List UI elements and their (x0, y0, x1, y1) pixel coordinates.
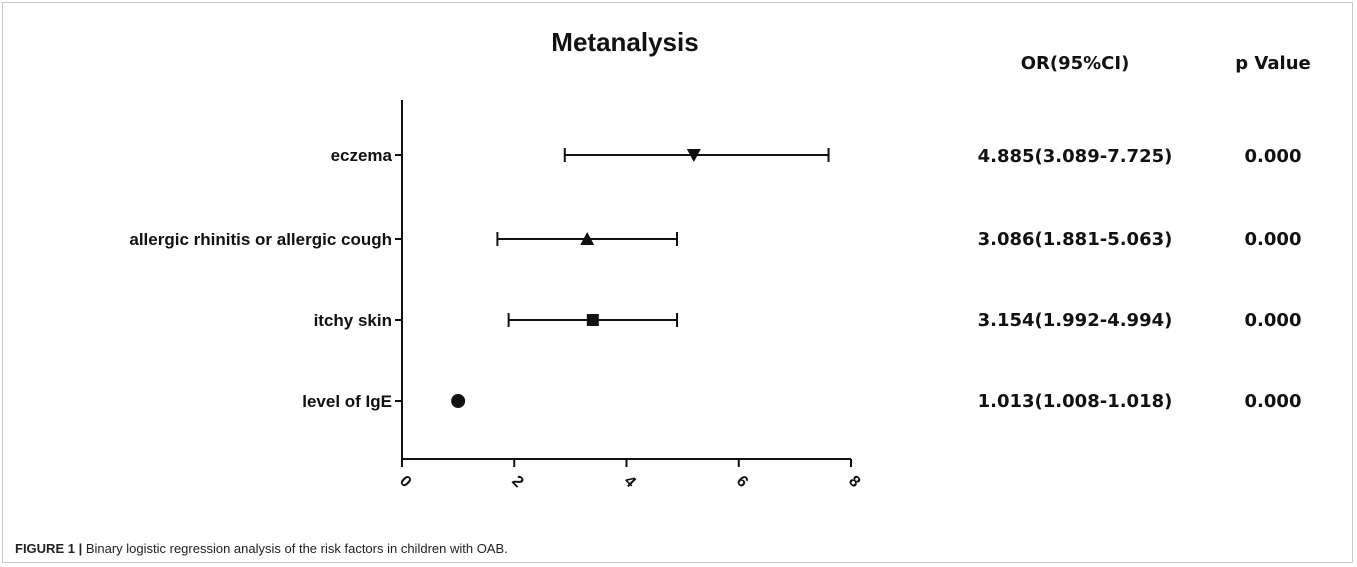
p-value-0: 0.000 (1245, 146, 1302, 167)
estimate-marker-2 (586, 314, 599, 326)
caption-label: FIGURE 1 | (15, 541, 83, 556)
p-value-2: 0.000 (1245, 310, 1302, 331)
category-label-3: level of IgE (302, 392, 392, 411)
chart-title: Metanalysis (551, 27, 698, 57)
estimate-marker-1 (580, 232, 595, 245)
x-tick-label-4: 8 (845, 473, 863, 491)
plot-layer: 0 2 4 6 8 eczema allergic rhinitis or allergic… (129, 146, 863, 491)
forest-plot: Metanalysis 0 2 4 6 8 eczema allergic rhinitis… (129, 27, 1310, 491)
results-table: 4.885(3.089-7.725) 0.000 3.086(1.881-5.063… (978, 146, 1302, 412)
category-label-1: allergic rhinitis or allergic cough (129, 230, 392, 249)
or-ci-value-0: 4.885(3.089-7.725) (978, 146, 1173, 167)
estimate-marker-3 (451, 394, 466, 408)
x-tick-label-1: 2 (508, 473, 526, 491)
category-label-0: eczema (331, 146, 393, 165)
p-value-1: 0.000 (1245, 229, 1302, 250)
or-ci-value-1: 3.086(1.881-5.063) (978, 229, 1173, 250)
caption-text: Binary logistic regression analysis of t… (82, 541, 508, 556)
estimate-marker-0 (686, 149, 701, 162)
x-tick-label-0: 0 (396, 473, 414, 491)
p-value-3: 0.000 (1245, 391, 1302, 412)
table-header-or: OR(95%CI) (1021, 53, 1130, 74)
category-label-2: itchy skin (314, 311, 392, 330)
figure-caption: FIGURE 1 | Binary logistic regression an… (15, 541, 508, 556)
x-tick-label-3: 6 (733, 473, 751, 491)
x-tick-label-2: 4 (621, 473, 639, 491)
or-ci-value-2: 3.154(1.992-4.994) (978, 310, 1173, 331)
or-ci-value-3: 1.013(1.008-1.018) (978, 391, 1173, 412)
table-header-p: p Value (1235, 53, 1310, 74)
